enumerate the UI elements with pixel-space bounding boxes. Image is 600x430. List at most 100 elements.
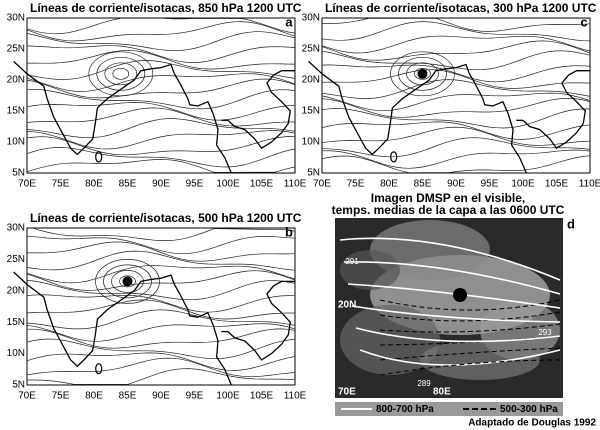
- x-tick-label: 75E: [347, 179, 365, 190]
- x-tick-label: 105E: [545, 179, 569, 190]
- streamline: [321, 92, 591, 112]
- y-tick-label: 25N: [7, 254, 25, 265]
- coastline: [522, 70, 590, 150]
- circulation: [96, 56, 146, 91]
- x-tick-label: 85E: [414, 179, 432, 190]
- x-tick-label: 110E: [579, 179, 600, 190]
- streamline: [321, 108, 591, 129]
- x-tick-label: 80E: [380, 179, 398, 190]
- storm-center: [417, 68, 428, 79]
- streamline: [26, 159, 296, 173]
- x-tick-label: 85E: [119, 179, 137, 190]
- streamline: [321, 79, 591, 99]
- panel-letter: b: [285, 224, 293, 239]
- circulation: [112, 67, 130, 80]
- isotherm-high: [379, 347, 561, 361]
- contour-label: 293: [538, 328, 552, 337]
- coastline: [227, 280, 295, 361]
- x-tick-label: 95E: [186, 391, 204, 402]
- isotherm-low: [355, 327, 561, 343]
- streamline: [321, 69, 591, 89]
- streamline: [321, 21, 591, 42]
- y-tick-label: 30N: [7, 223, 25, 234]
- isotherm-low: [359, 349, 561, 366]
- x-tick-label: 110E: [284, 179, 307, 190]
- streamline: [26, 45, 296, 63]
- sat-title: Imagen DMSP en el visible,: [371, 191, 526, 205]
- x-tick-label: 90E: [152, 391, 170, 402]
- streamline: [26, 294, 296, 313]
- x-tick-label: 70E: [18, 391, 36, 402]
- panel-letter: d: [567, 216, 575, 231]
- map-frame: [321, 17, 591, 174]
- streamline: [321, 40, 591, 61]
- x-tick-label: 105E: [250, 391, 274, 402]
- x-tick-label: 90E: [447, 179, 465, 190]
- lon-label: 80E: [433, 387, 451, 398]
- sat-title: temps. medias de la capa a las 0600 UTC: [332, 203, 565, 217]
- storm-center: [122, 276, 133, 287]
- panel-letter: a: [285, 14, 293, 29]
- credit: Adaptado de Douglas 1992: [468, 418, 596, 429]
- x-tick-label: 95E: [481, 179, 499, 190]
- streamline: [321, 137, 591, 158]
- y-tick-label: 15N: [7, 106, 25, 117]
- streamline: [26, 136, 296, 156]
- x-tick-label: 80E: [85, 391, 103, 402]
- sri-lanka: [95, 363, 103, 375]
- circulation: [88, 51, 154, 97]
- streamline: [26, 323, 296, 342]
- panel-letter: c: [580, 14, 587, 29]
- x-tick-label: 75E: [52, 391, 70, 402]
- streamline: [322, 17, 591, 32]
- legend-bar: [335, 402, 563, 416]
- x-tick-label: 95E: [186, 179, 204, 190]
- storm-center: [453, 288, 467, 302]
- x-tick-label: 100E: [216, 391, 240, 402]
- coastline: [227, 70, 295, 150]
- circulation: [103, 264, 152, 299]
- streamline: [321, 155, 591, 174]
- streamline: [321, 126, 591, 146]
- isotherm-low: [343, 261, 561, 295]
- map-frame: [26, 17, 296, 174]
- streamline: [26, 118, 296, 139]
- map-frame: [26, 227, 296, 386]
- y-tick-label: 30N: [302, 13, 320, 24]
- streamline: [27, 241, 296, 262]
- y-tick-label: 20N: [7, 285, 25, 296]
- streamline: [26, 102, 296, 121]
- sri-lanka: [390, 151, 398, 163]
- streamline: [27, 368, 296, 385]
- lat-label: 20N: [338, 300, 356, 311]
- isotherm-high: [379, 359, 561, 376]
- isotherm-high: [379, 323, 561, 333]
- x-tick-label: 110E: [284, 391, 307, 402]
- x-tick-label: 100E: [511, 179, 535, 190]
- streamline: [26, 352, 296, 371]
- streamline: [26, 280, 296, 301]
- streamline: [26, 78, 296, 99]
- streamline: [27, 50, 295, 70]
- streamline: [26, 130, 296, 150]
- legend-label: 500-300 hPa: [500, 404, 558, 415]
- coastline: [13, 60, 232, 174]
- panel-title: Líneas de corriente/isotacas, 850 hPa 12…: [30, 1, 302, 15]
- y-tick-label: 25N: [7, 44, 25, 55]
- panel-title: Líneas de corriente/isotacas, 500 hPa 12…: [30, 211, 302, 225]
- streamline: [27, 328, 296, 349]
- streamline: [321, 64, 591, 83]
- y-tick-label: 30N: [7, 13, 25, 24]
- y-tick-label: 15N: [302, 106, 320, 117]
- y-tick-label: 10N: [7, 137, 25, 148]
- streamline: [26, 309, 296, 330]
- contour-label: 291: [345, 257, 359, 266]
- x-tick-label: 75E: [52, 179, 70, 190]
- coastline: [13, 271, 232, 386]
- sri-lanka: [95, 151, 103, 163]
